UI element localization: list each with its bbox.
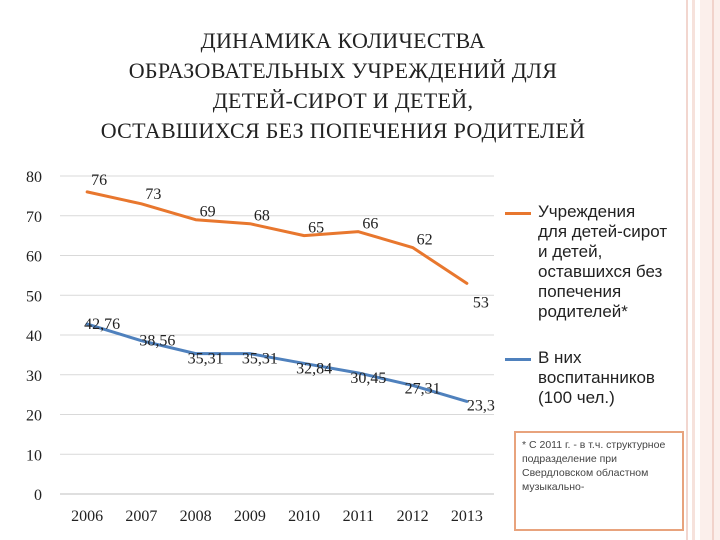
data-label: 76 [91,172,107,189]
legend-text-line: Учреждения [538,202,636,221]
series-line-institutions [85,190,469,285]
x-tick-label: 2006 [71,508,103,525]
data-label: 42,76 [84,316,120,333]
line-chart: 0 10 20 30 40 50 60 70 80 2006 2007 2008 2009 2010 201… [26,169,495,525]
title-line: ДИНАМИКА КОЛИЧЕСТВА [200,28,486,53]
x-tick-label: 2012 [397,508,429,525]
data-label: 69 [200,204,216,221]
y-tick-label: 50 [26,288,42,305]
decoration-band [712,0,714,540]
data-label: 62 [417,232,433,249]
data-label: 68 [254,208,270,225]
y-tick-label: 10 [26,447,42,464]
y-tick-label: 40 [26,328,42,345]
legend-text-line: В них [538,348,582,367]
data-label: 66 [362,216,378,233]
legend-text-line: родителей* [538,302,628,321]
series-line-pupils [85,322,469,403]
x-tick-label: 2009 [234,508,266,525]
decoration-band [686,0,688,540]
slide-title: ДИНАМИКА КОЛИЧЕСТВА ОБРАЗОВАТЕЛЬНЫХ УЧРЕ… [18,26,668,146]
y-tick-label: 60 [26,249,42,266]
legend-swatch-pupils [505,358,531,361]
data-label: 73 [145,186,161,203]
y-tick-label: 30 [26,368,42,385]
x-tick-label: 2007 [125,508,157,525]
legend-text-line: для детей-сирот [538,222,668,241]
data-label: 53 [473,294,489,311]
data-label: 32,84 [296,360,332,377]
y-tick-label: 80 [26,169,42,186]
legend-swatch-institutions [505,212,531,215]
decoration-band [692,0,695,540]
legend-item-institutions: Учреждения для детей-сирот и детей, оста… [505,202,695,322]
y-tick-label: 0 [34,487,42,504]
slide-decoration [686,0,720,540]
data-label: 65 [308,220,324,237]
data-label: 27,31 [405,380,441,397]
legend-text-line: и детей, [538,242,603,261]
data-label: 35,31 [242,351,278,368]
x-tick-label: 2008 [180,508,212,525]
decoration-band [700,0,720,540]
title-line: ОСТАВШИХСЯ БЕЗ ПОПЕЧЕНИЯ РОДИТЕЛЕЙ [100,118,586,143]
x-tick-label: 2010 [288,508,320,525]
data-label: 23,3 [467,397,495,414]
data-label: 38,56 [139,333,175,350]
legend-text-line: (100 чел.) [538,388,615,407]
legend-text-line: попечения [538,282,622,301]
y-tick-label: 20 [26,408,42,425]
legend-text-line: оставшихся без [538,262,663,281]
data-label: 35,31 [188,351,224,368]
chart-legend: Учреждения для детей-сирот и детей, оста… [505,202,695,408]
title-line: ОБРАЗОВАТЕЛЬНЫХ УЧРЕЖДЕНИЙ ДЛЯ [128,58,558,83]
x-tick-label: 2013 [451,508,483,525]
x-tick-label: 2011 [343,508,374,525]
data-label: 30,45 [350,370,386,387]
y-tick-label: 70 [26,209,42,226]
legend-text-line: воспитанников [538,368,655,387]
legend-item-pupils: В них воспитанников (100 чел.) [505,348,695,408]
title-line: ДЕТЕЙ-СИРОТ И ДЕТЕЙ, [212,88,474,113]
footnote-box: * С 2011 г. - в т.ч. структурное подразд… [514,431,684,531]
